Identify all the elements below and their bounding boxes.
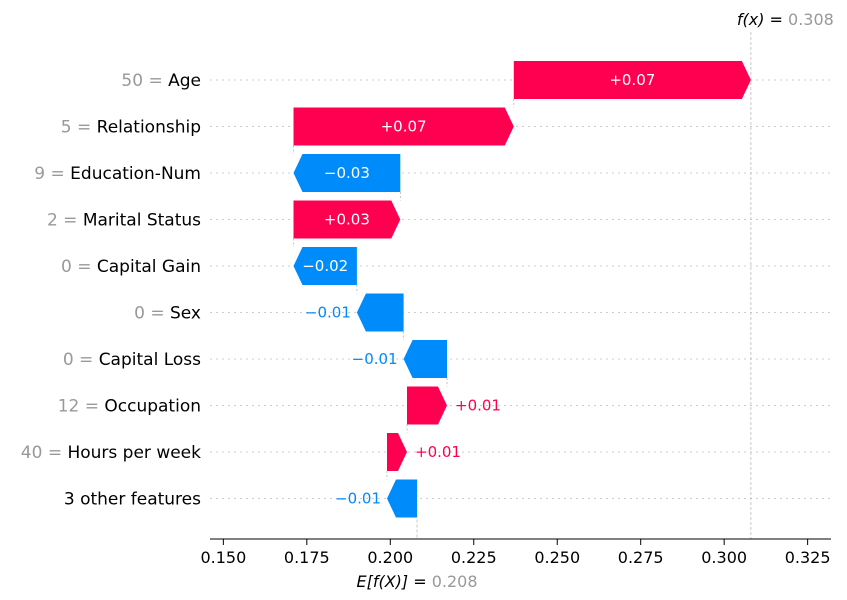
x-tick-label: 0.325 [785, 548, 831, 567]
final-value-label: f(x) = 0.308 [737, 10, 834, 29]
bar-value-label: +0.01 [415, 443, 461, 461]
feature-value: 0 = [61, 257, 97, 277]
feature-value: 40 = [21, 443, 68, 463]
x-tick-label: 0.175 [284, 548, 330, 567]
feature-label: 3 other features [64, 490, 201, 510]
bar-negative [356, 293, 404, 332]
feature-value: 2 = [47, 211, 83, 231]
base-value-label: E[f(X)] = 0.208 [356, 572, 477, 591]
bar-positive [293, 200, 401, 239]
bar-value-label: −0.01 [352, 350, 398, 368]
x-tick-label: 0.300 [701, 548, 747, 567]
feature-label: 0 = Capital Gain [61, 257, 201, 277]
bar-value-label: +0.07 [381, 118, 427, 136]
bar-value-label: −0.03 [324, 164, 370, 182]
feature-name: Education-Num [70, 164, 201, 184]
bar-positive [407, 386, 447, 425]
bar-value-label: −0.01 [305, 304, 351, 322]
feature-label: 40 = Hours per week [21, 443, 201, 463]
feature-label: 0 = Capital Loss [63, 350, 201, 370]
feature-labels: 50 = Age 5 = Relationship 9 = Education-Nu… [21, 71, 201, 510]
bar-value-label: +0.01 [455, 397, 501, 415]
feature-label: 2 = Marital Status [47, 211, 201, 231]
base-value-prefix: E[f(X)] = [356, 572, 431, 591]
x-tick-label: 0.200 [367, 548, 413, 567]
feature-name: 3 other features [64, 490, 201, 510]
feature-name: Marital Status [83, 211, 201, 231]
feature-label: 5 = Relationship [61, 118, 201, 138]
final-value-number: 0.308 [788, 10, 834, 29]
bar-value-label: +0.07 [609, 71, 655, 89]
feature-name: Capital Gain [97, 257, 201, 277]
feature-name: Hours per week [67, 443, 201, 463]
feature-value: 9 = [34, 164, 70, 184]
feature-label: 50 = Age [121, 71, 201, 91]
bar-positive [513, 61, 751, 99]
bar-negative [293, 247, 357, 285]
feature-value: 0 = [134, 304, 170, 324]
feature-name: Occupation [104, 397, 201, 417]
bar-negative [387, 479, 417, 518]
x-axis: 0.150 0.175 0.200 0.225 0.250 0.275 0.300 0.325… [200, 538, 831, 591]
feature-name: Capital Loss [99, 350, 201, 370]
feature-value: 0 = [63, 350, 99, 370]
bars: +0.07 +0.07 −0.03 +0.03 −0.02 −0.01 −0.01 +0.01… [293, 61, 751, 518]
feature-name: Relationship [97, 118, 201, 138]
feature-value: 50 = [121, 71, 168, 91]
bar-positive [387, 433, 407, 471]
x-tick-label: 0.225 [451, 548, 497, 567]
bar-value-label: −0.02 [302, 257, 348, 275]
x-tick-label: 0.150 [200, 548, 246, 567]
bar-value-label: +0.03 [324, 211, 370, 229]
feature-label: 9 = Education-Num [34, 164, 201, 184]
feature-value: 12 = [58, 397, 105, 417]
feature-name: Age [168, 71, 201, 91]
bar-positive [293, 107, 514, 146]
x-tick-label: 0.275 [618, 548, 664, 567]
connectors [293, 32, 752, 539]
final-value-prefix: f(x) = [737, 10, 788, 29]
feature-label: 12 = Occupation [58, 397, 201, 417]
bar-value-label: −0.01 [335, 490, 381, 508]
x-tick-label: 0.250 [534, 548, 580, 567]
output-annotation: f(x) = 0.308 [737, 10, 834, 29]
bar-negative [293, 154, 401, 192]
feature-value: 5 = [61, 118, 97, 138]
feature-name: Sex [170, 304, 201, 324]
base-value-number: 0.208 [432, 572, 478, 591]
feature-label: 0 = Sex [134, 304, 201, 324]
bar-negative [403, 340, 447, 378]
